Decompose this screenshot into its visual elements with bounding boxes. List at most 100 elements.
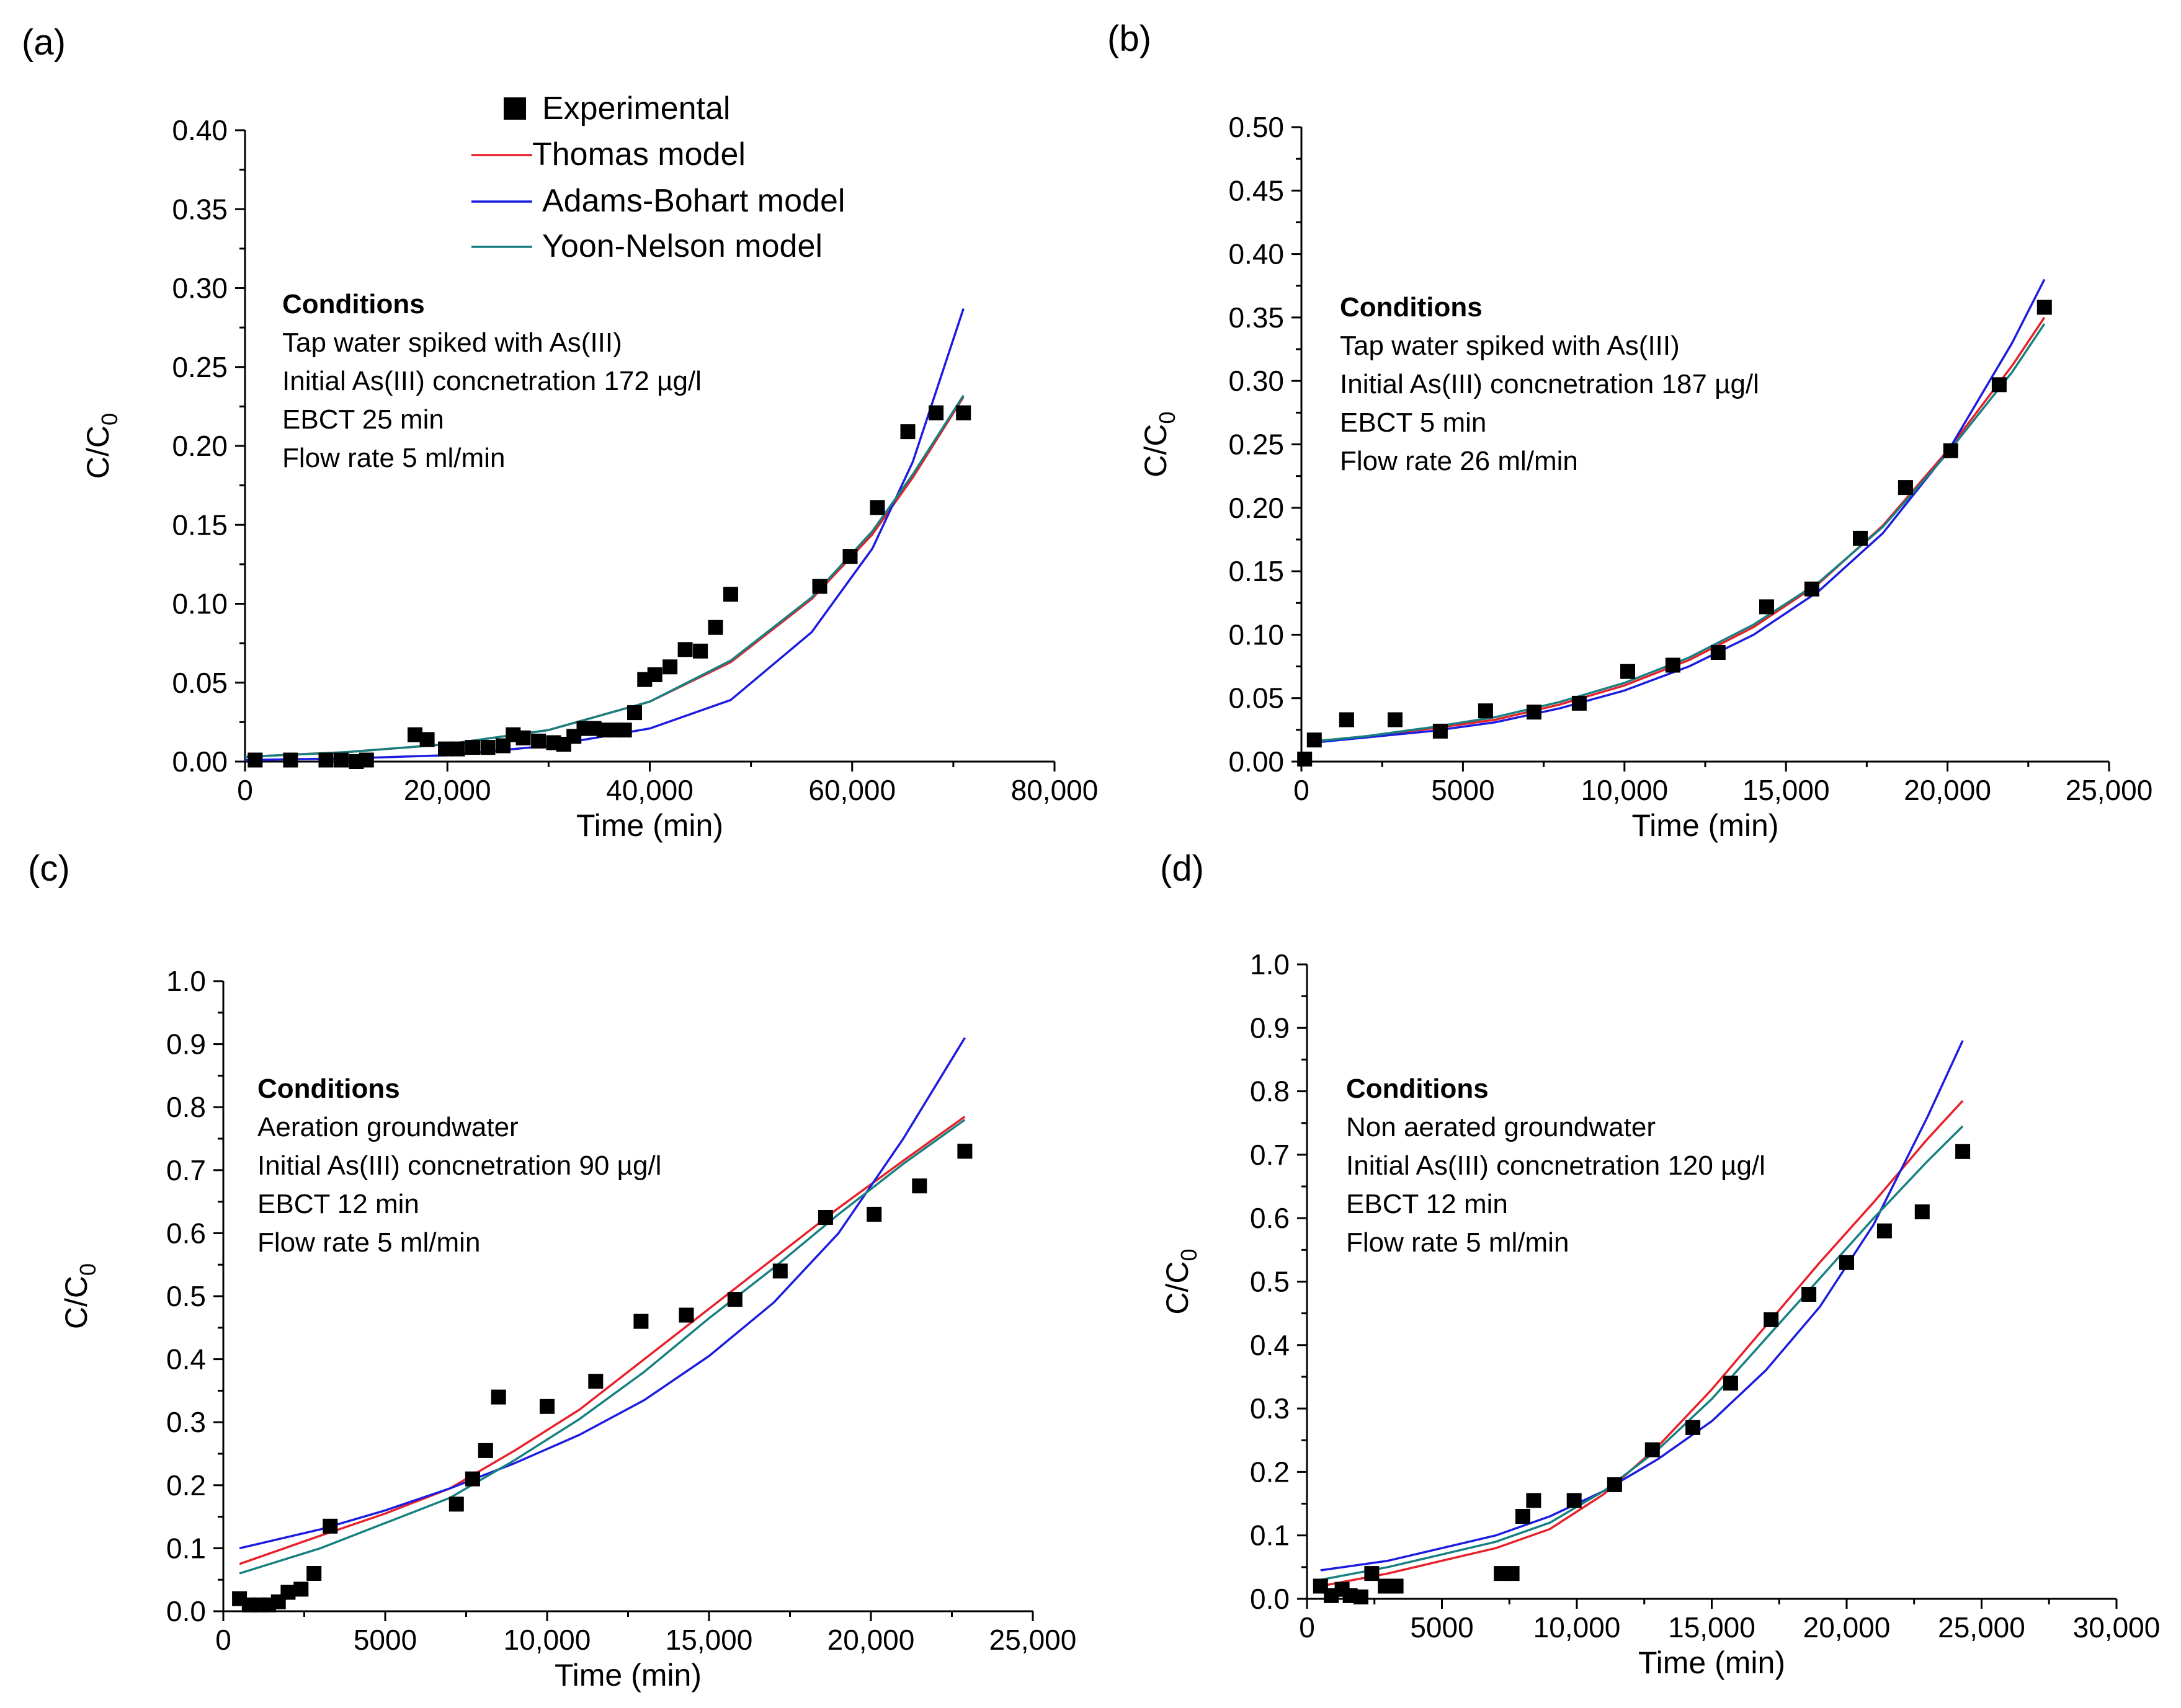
experimental-point [627, 705, 642, 721]
panel-b: (b) 0 5000 10,000 15,000 20,000 25,000 0.00 0.05… [1107, 19, 2152, 843]
y-axis-label-subscript: 0 [1176, 1248, 1202, 1261]
y-tick-label: 0.3 [1250, 1392, 1290, 1425]
experimental-point [1364, 1566, 1380, 1581]
y-tick-label: 0.8 [166, 1091, 206, 1123]
adams-bohart-model-line [239, 1037, 966, 1550]
experimental-point [1478, 703, 1493, 719]
experimental-point [693, 643, 708, 659]
experimental-point [1876, 1223, 1892, 1239]
experimental-point [818, 1210, 833, 1225]
experimental-point [708, 620, 723, 635]
panel-c: (c) 0 5000 10,000 15,000 20,000 25,000 0.0 0.1 0.… [28, 848, 1076, 1692]
experimental-point [1566, 1493, 1582, 1508]
y-tick-label: 0.20 [172, 430, 228, 462]
y-tick-label: 0.35 [172, 193, 228, 225]
experimental-point [912, 1178, 927, 1194]
panel-label-c: (c) [28, 848, 70, 889]
conditions-line: Aeration groundwater [257, 1112, 519, 1142]
experimental-point [870, 500, 885, 515]
y-axis-label-main: C/C [1138, 424, 1173, 477]
conditions-line: Non aerated groundwater [1346, 1112, 1656, 1142]
y-tick-label: 0.4 [1250, 1329, 1290, 1361]
y-tick-label: 0.15 [172, 509, 228, 541]
conditions-box: Conditions Tap water spiked with As(III) I… [1340, 292, 1759, 476]
experimental-point [465, 1471, 480, 1487]
y-tick-label: 0.6 [1250, 1202, 1290, 1234]
legend-adams-bohart-label: Adams-Bohart model [542, 183, 845, 219]
y-tick-label: 0.2 [1250, 1456, 1290, 1488]
experimental-point [323, 1518, 338, 1534]
x-tick-label: 25,000 [2066, 774, 2153, 806]
experimental-point [1801, 1287, 1817, 1302]
y-tick-label: 0.15 [1228, 555, 1284, 587]
y-tick-label: 0.35 [1228, 301, 1284, 334]
y-tick-label: 0.0 [166, 1595, 206, 1627]
experimental-point [1839, 1255, 1854, 1270]
y-tick-label: 0.5 [166, 1280, 206, 1312]
experimental-point [1432, 723, 1448, 739]
conditions-title: Conditions [1346, 1074, 1489, 1104]
conditions-title: Conditions [282, 289, 425, 319]
x-tick-label: 20,000 [1803, 1611, 1891, 1644]
experimental-point [1504, 1566, 1520, 1581]
experimental-point [1853, 530, 1868, 546]
y-tick-label: 0.00 [1228, 745, 1284, 778]
experimental-point [359, 752, 374, 768]
conditions-line: Initial As(III) concnetration 172 µg/l [282, 366, 702, 396]
x-tick-label: 20,000 [404, 774, 491, 806]
conditions-line: Flow rate 5 ml/min [282, 443, 505, 473]
experimental-point [465, 740, 480, 755]
y-tick-label: 0.6 [166, 1217, 206, 1249]
experimental-point [1665, 657, 1680, 673]
experimental-point [448, 1497, 464, 1512]
experimental-point [1526, 1493, 1541, 1508]
experimental-point [280, 1585, 296, 1600]
yoon-nelson-model-line [244, 394, 965, 758]
experimental-point [617, 723, 632, 738]
x-tick-label: 0 [1299, 1611, 1315, 1644]
x-tick-label: 0 [215, 1624, 231, 1656]
experimental-point [1764, 1312, 1779, 1327]
experimental-point [293, 1581, 309, 1597]
experimental-point [588, 1374, 604, 1389]
y-axis-label-subscript: 0 [75, 1263, 100, 1276]
y-tick-label: 0.30 [1228, 365, 1284, 397]
x-tick-label: 25,000 [1938, 1611, 2025, 1644]
y-tick-label: 0.45 [1228, 174, 1284, 207]
experimental-point [1723, 1376, 1738, 1391]
conditions-line: EBCT 25 min [282, 404, 444, 435]
x-tick-label: 10,000 [1581, 774, 1668, 806]
x-tick-label: 10,000 [1533, 1611, 1621, 1644]
experimental-point [1515, 1509, 1530, 1524]
experimental-point [929, 405, 944, 420]
y-axis-label: C/C0 [1138, 411, 1180, 477]
experimental-point [540, 1399, 555, 1414]
y-axis-label-main: C/C [81, 425, 115, 479]
experimental-point [1685, 1420, 1701, 1435]
y-tick-label: 0.25 [1228, 429, 1284, 461]
experimental-point [1991, 377, 2007, 393]
conditions-line: Tap water spiked with As(III) [282, 327, 622, 358]
x-axis-label: Time (min) [1631, 808, 1778, 843]
conditions-title: Conditions [257, 1074, 400, 1104]
x-axis-label: Time (min) [576, 808, 723, 843]
experimental-point [1955, 1144, 1971, 1159]
experimental-point [1297, 751, 1313, 767]
legend-yoon-nelson-label: Yoon-Nelson model [542, 228, 823, 264]
x-tick-label: 0 [1293, 774, 1309, 806]
experimental-point [1388, 712, 1403, 727]
x-tick-label: 20,000 [827, 1624, 915, 1656]
x-tick-label: 0 [237, 774, 253, 806]
y-tick-label: 0.30 [172, 272, 228, 305]
x-axis-label: Time (min) [1638, 1645, 1785, 1680]
panel-label-b: (b) [1107, 19, 1151, 59]
y-tick-label: 0.05 [172, 667, 228, 699]
experimental-point [1914, 1204, 1930, 1219]
adams-bohart-model-line [244, 308, 965, 762]
experimental-point [515, 730, 531, 745]
y-tick-label: 0.10 [172, 588, 228, 620]
y-tick-label: 0.7 [166, 1154, 206, 1186]
y-axis-label-subscript: 0 [97, 413, 122, 425]
y-axis-label: C/C0 [81, 413, 122, 479]
x-tick-label: 20,000 [1904, 774, 1991, 806]
